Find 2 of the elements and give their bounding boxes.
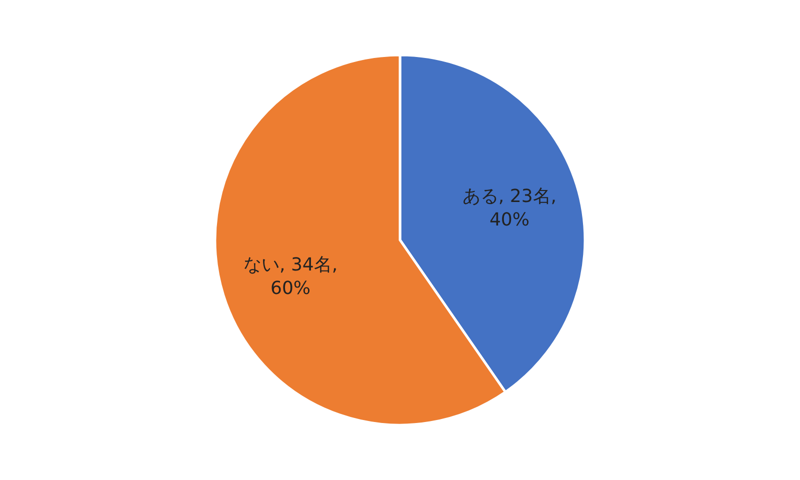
slice-label: ある, 23名, 40%	[462, 186, 557, 231]
slice-label: ない, 34名, 60%	[243, 254, 338, 300]
